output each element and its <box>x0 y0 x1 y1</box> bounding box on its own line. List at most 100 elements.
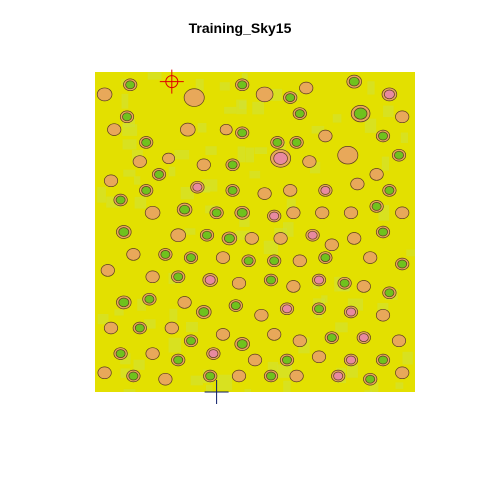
sky-blob <box>382 184 397 197</box>
sky-blob <box>126 248 141 261</box>
sky-blob <box>343 305 359 319</box>
light-patch <box>254 147 268 154</box>
light-patch <box>313 298 326 306</box>
light-patch <box>219 82 230 91</box>
marker-layer <box>159 69 229 404</box>
blob-contour <box>179 204 190 215</box>
blob-contour <box>196 158 211 172</box>
sky-blob <box>302 155 317 168</box>
sky-blob <box>270 149 292 168</box>
blob-contour <box>320 253 331 262</box>
blob-contour <box>291 138 302 147</box>
blob-contour <box>204 275 216 285</box>
sky-blob <box>263 273 279 287</box>
light-patch <box>236 99 247 115</box>
light-patch <box>186 322 198 333</box>
sky-blob <box>219 123 233 136</box>
blob-contour <box>122 112 132 122</box>
blob-contour <box>141 138 152 147</box>
sky-blob <box>177 296 192 309</box>
light-patch <box>406 249 415 257</box>
sky-blob <box>369 168 384 181</box>
light-patch <box>168 337 182 353</box>
blob-contour <box>394 150 404 160</box>
blob-contour <box>286 206 301 220</box>
blob-contour <box>384 186 395 195</box>
blob-contour <box>247 353 263 367</box>
blob-contour <box>314 304 324 314</box>
blob-contour <box>177 296 192 309</box>
light-patch <box>369 381 379 392</box>
blob-contour <box>272 138 283 147</box>
light-patch <box>364 118 377 133</box>
light-patch <box>377 302 389 314</box>
blob-contour <box>353 107 368 120</box>
light-patch <box>402 351 413 365</box>
blob-contour <box>363 251 378 264</box>
sky-blob <box>235 126 250 140</box>
crosshair-ring <box>165 75 179 89</box>
light-patch <box>237 146 246 163</box>
sky-blob <box>234 337 250 351</box>
blob-contour <box>141 186 152 195</box>
sky-blob <box>202 273 218 287</box>
sky-blob <box>292 334 307 348</box>
blob-contour <box>164 321 179 335</box>
blob-contour <box>170 228 186 243</box>
blob-contour <box>395 206 410 220</box>
light-patch <box>286 198 296 214</box>
blob-contour <box>269 256 280 266</box>
sky-blob <box>382 286 397 300</box>
blob-contour <box>347 232 362 245</box>
blob-contour <box>183 88 205 107</box>
sky-blob <box>395 110 410 124</box>
blob-contour <box>299 81 314 95</box>
sky-blob <box>391 148 407 162</box>
blob-contour <box>118 297 130 308</box>
light-patch <box>180 187 194 200</box>
blob-contour <box>267 328 282 341</box>
sky-blob <box>350 177 365 191</box>
sky-blob <box>96 87 113 102</box>
blob-contour <box>255 86 274 103</box>
sky-blob <box>228 299 243 312</box>
sky-blob <box>209 206 224 220</box>
light-patch <box>122 139 137 150</box>
light-patch <box>283 380 291 392</box>
blob-contour <box>395 110 410 124</box>
light-patch <box>274 227 288 236</box>
blob-contour <box>186 336 196 346</box>
sky-blob <box>221 231 238 246</box>
sky-blob <box>381 87 398 102</box>
sky-blob <box>267 209 282 223</box>
sky-blob <box>225 184 240 197</box>
blob-contour <box>292 254 307 268</box>
blob-contour <box>145 270 160 284</box>
sky-blob <box>254 308 269 322</box>
sky-blob <box>375 225 391 239</box>
blob-contour <box>337 146 359 165</box>
blob-contour <box>100 264 115 277</box>
light-patch <box>97 314 109 325</box>
sky-blob <box>318 251 333 264</box>
blob-contour <box>311 350 327 364</box>
light-patch <box>332 114 342 123</box>
sky-blob <box>100 264 115 277</box>
blob-contour <box>254 308 269 322</box>
blob-contour <box>208 349 219 358</box>
blob-contour <box>266 275 276 285</box>
blob-contour <box>273 232 288 245</box>
blob-contour <box>384 89 395 100</box>
sky-blob <box>145 347 160 360</box>
blob-contour <box>144 294 155 304</box>
sky-blob <box>196 158 211 172</box>
sky-blob <box>180 122 196 137</box>
blob-contour <box>346 355 356 365</box>
blob-contour <box>318 129 333 143</box>
sky-blob <box>231 276 247 290</box>
sky-blob <box>158 372 173 386</box>
blob-contour <box>314 275 324 285</box>
blob-contour <box>282 355 292 365</box>
sky-blob <box>257 187 272 200</box>
sky-blob <box>107 123 122 136</box>
